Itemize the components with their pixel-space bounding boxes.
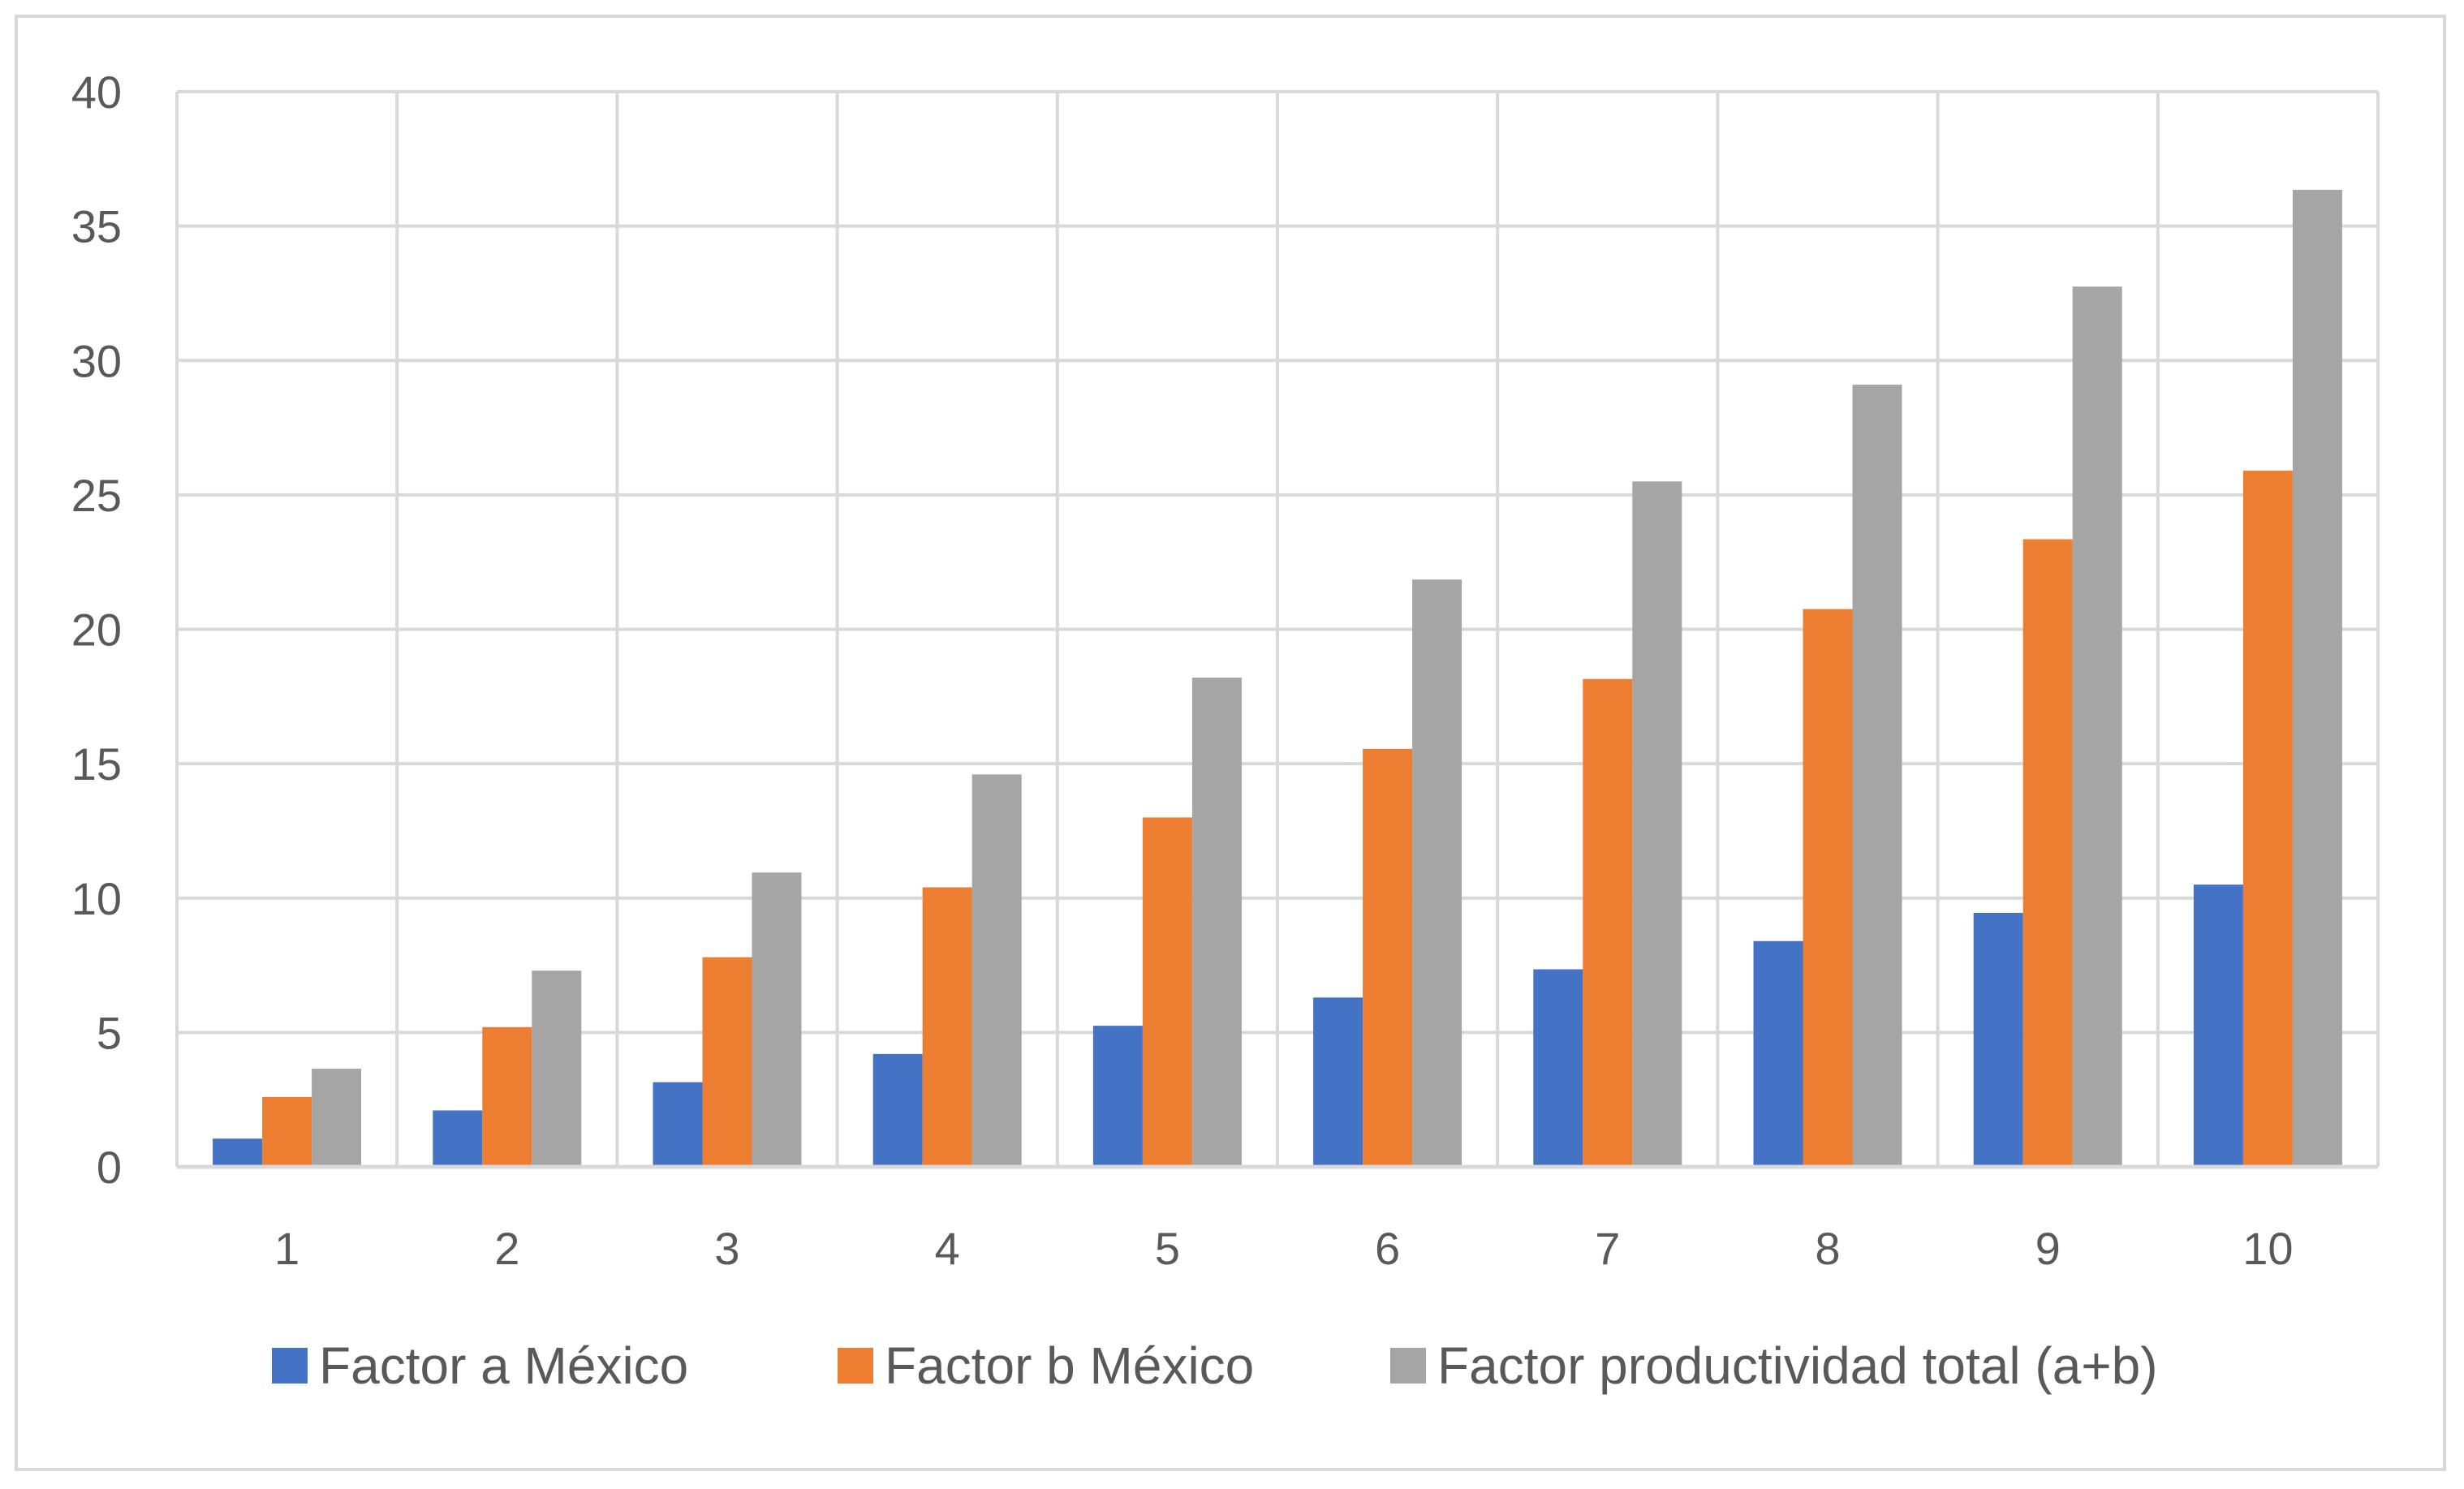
x-tick-label: 7	[1595, 1223, 1620, 1274]
bar-series-3-cat-10	[2292, 189, 2342, 1167]
bar-series-2-cat-10	[2242, 471, 2293, 1167]
y-tick-label: 35	[71, 201, 122, 252]
bar-series-3-cat-4	[971, 774, 1022, 1167]
x-tick-label: 2	[494, 1223, 519, 1274]
bar-series-1-cat-1	[213, 1138, 263, 1167]
x-tick-label: 4	[935, 1223, 960, 1274]
bar-series-3-cat-7	[1632, 481, 1682, 1167]
legend-label-1: Factor a México	[319, 1336, 688, 1395]
bar-series-2-cat-6	[1363, 748, 1413, 1167]
legend-label-3: Factor productividad total (a+b)	[1437, 1336, 2158, 1395]
y-tick-label: 10	[71, 873, 122, 924]
bar-series-2-cat-2	[482, 1026, 532, 1167]
bar-series-3-cat-5	[1191, 678, 1242, 1167]
bar-series-1-cat-7	[1533, 969, 1583, 1167]
bar-series-1-cat-3	[653, 1082, 703, 1167]
bar-series-2-cat-9	[2022, 539, 2073, 1167]
bar-series-3-cat-3	[752, 872, 802, 1167]
bars	[213, 189, 2342, 1167]
bar-series-1-cat-2	[433, 1110, 483, 1167]
bar-series-1-cat-6	[1313, 997, 1363, 1167]
bar-series-1-cat-9	[1973, 912, 2023, 1167]
x-tick-label: 1	[274, 1223, 299, 1274]
y-tick-label: 15	[71, 738, 122, 790]
bar-series-1-cat-5	[1092, 1026, 1143, 1167]
legend-swatch-2	[838, 1348, 873, 1384]
bar-series-3-cat-9	[2072, 286, 2122, 1167]
bar-series-2-cat-8	[1803, 609, 1853, 1167]
bar-series-2-cat-4	[922, 887, 972, 1167]
legend-label-2: Factor b México	[885, 1336, 1254, 1395]
legend-swatch-1	[272, 1348, 308, 1384]
x-axis-tick-labels: 1 2 3 4 5 6 7 8 9 10	[274, 1223, 2294, 1274]
y-tick-label: 5	[97, 1007, 122, 1058]
bar-series-2-cat-3	[702, 957, 752, 1167]
y-tick-label: 25	[71, 470, 122, 521]
y-tick-label: 40	[71, 67, 122, 118]
bar-series-3-cat-1	[312, 1069, 362, 1167]
bar-series-1-cat-8	[1753, 940, 1803, 1167]
y-tick-label: 20	[71, 605, 122, 656]
x-tick-label: 5	[1155, 1223, 1180, 1274]
y-axis-tick-labels: 0 5 10 15 20 25 30 35 40	[71, 67, 122, 1193]
bar-series-3-cat-2	[532, 970, 582, 1167]
bar-series-1-cat-10	[2193, 884, 2243, 1167]
bar-series-2-cat-5	[1142, 817, 1192, 1167]
x-tick-label: 10	[2242, 1223, 2293, 1274]
x-tick-label: 9	[2035, 1223, 2061, 1274]
bar-series-3-cat-8	[1852, 385, 1902, 1167]
bar-series-2-cat-1	[262, 1096, 312, 1167]
x-tick-label: 8	[1815, 1223, 1840, 1274]
x-tick-label: 3	[714, 1223, 739, 1274]
legend-swatch-3	[1390, 1348, 1426, 1384]
legend: Factor a México Factor b México Factor pro…	[272, 1336, 2158, 1395]
y-tick-label: 30	[71, 335, 122, 386]
bar-series-1-cat-4	[872, 1053, 923, 1167]
bar-series-2-cat-7	[1583, 678, 1633, 1167]
x-tick-label: 6	[1375, 1223, 1400, 1274]
bar-series-3-cat-6	[1412, 579, 1462, 1167]
y-tick-label: 0	[97, 1142, 122, 1193]
